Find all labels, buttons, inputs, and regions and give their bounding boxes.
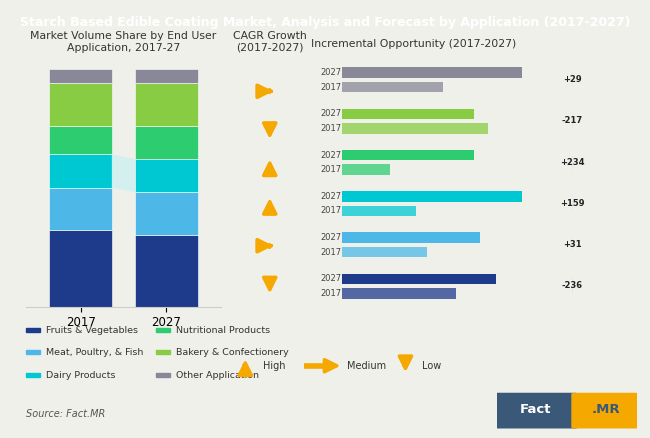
Text: -236: -236 xyxy=(562,282,582,290)
FancyBboxPatch shape xyxy=(493,393,578,428)
Bar xyxy=(135,159,198,192)
Bar xyxy=(156,373,170,377)
Bar xyxy=(49,69,112,83)
Text: Bakery & Confectionery: Bakery & Confectionery xyxy=(176,347,288,357)
Text: Nutritional Products: Nutritional Products xyxy=(176,326,270,335)
Text: 2027: 2027 xyxy=(320,68,341,77)
Bar xyxy=(343,123,488,134)
Title: Market Volume Share by End User
Application, 2017-27: Market Volume Share by End User Applicat… xyxy=(31,31,216,53)
Text: 2017: 2017 xyxy=(320,206,341,215)
Text: +29: +29 xyxy=(563,75,582,84)
Bar xyxy=(135,69,198,83)
Bar xyxy=(49,126,112,154)
Text: Fact: Fact xyxy=(520,403,551,417)
Text: Source: Fact.MR: Source: Fact.MR xyxy=(26,409,105,419)
Text: 2017: 2017 xyxy=(320,247,341,257)
Text: 2027: 2027 xyxy=(320,233,341,242)
Bar xyxy=(156,328,170,332)
Text: +159: +159 xyxy=(560,199,584,208)
Bar xyxy=(343,82,443,92)
Text: 2027: 2027 xyxy=(320,110,341,119)
Text: 2017: 2017 xyxy=(320,165,341,174)
Polygon shape xyxy=(112,154,135,192)
Bar xyxy=(343,274,495,284)
Bar xyxy=(343,67,522,78)
Text: Starch Based Edible Coating Market, Analysis and Forecast by Application (2017-2: Starch Based Edible Coating Market, Anal… xyxy=(20,17,630,29)
Text: High: High xyxy=(263,361,285,371)
Text: +31: +31 xyxy=(563,240,582,249)
Bar xyxy=(26,373,40,377)
Text: Other Application: Other Application xyxy=(176,371,259,380)
Text: Medium: Medium xyxy=(347,361,386,371)
Bar xyxy=(343,150,474,160)
Bar xyxy=(49,187,112,230)
Text: Fruits & Vegetables: Fruits & Vegetables xyxy=(46,326,138,335)
Bar xyxy=(135,126,198,159)
Bar xyxy=(343,247,427,258)
Text: 2017: 2017 xyxy=(320,83,341,92)
Bar xyxy=(343,109,474,119)
Bar xyxy=(343,233,480,243)
Bar xyxy=(343,191,522,202)
Text: Dairy Products: Dairy Products xyxy=(46,371,115,380)
FancyBboxPatch shape xyxy=(571,393,640,428)
Text: 2017: 2017 xyxy=(320,289,341,298)
Text: Low: Low xyxy=(422,361,441,371)
Text: .MR: .MR xyxy=(592,403,620,417)
Bar xyxy=(343,164,390,175)
Bar xyxy=(49,83,112,126)
Text: 2017: 2017 xyxy=(320,124,341,133)
Bar xyxy=(343,206,416,216)
Text: +234: +234 xyxy=(560,158,584,167)
Text: 2027: 2027 xyxy=(320,151,341,160)
Bar xyxy=(49,230,112,307)
Text: 2027: 2027 xyxy=(320,192,341,201)
Bar xyxy=(49,154,112,187)
Bar xyxy=(26,328,40,332)
Bar xyxy=(343,288,456,299)
Bar xyxy=(26,350,40,354)
Text: -217: -217 xyxy=(562,117,582,126)
Bar xyxy=(156,350,170,354)
Text: Incremental Opportunity (2017-2027): Incremental Opportunity (2017-2027) xyxy=(311,39,516,49)
Bar xyxy=(135,235,198,307)
Bar xyxy=(135,192,198,235)
Bar xyxy=(135,83,198,126)
Text: 2027: 2027 xyxy=(320,275,341,283)
Text: Meat, Poultry, & Fish: Meat, Poultry, & Fish xyxy=(46,347,143,357)
Title: CAGR Growth
(2017-2027): CAGR Growth (2017-2027) xyxy=(233,31,307,53)
